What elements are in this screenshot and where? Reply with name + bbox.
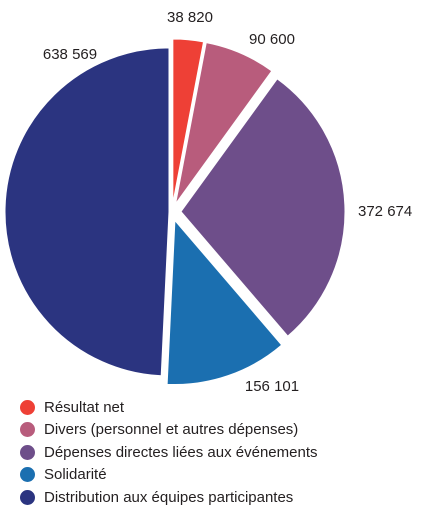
legend-label: Solidarité bbox=[44, 466, 107, 484]
pie-data-labels: 38 820 90 600 372 674 156 101 638 569 bbox=[43, 9, 412, 395]
data-label-3: 372 674 bbox=[358, 203, 412, 220]
legend-item-resultat-net: Résultat net bbox=[20, 396, 318, 419]
legend-item-distribution: Distribution aux équipes participantes bbox=[20, 486, 318, 509]
pie-slice-2 bbox=[175, 42, 273, 205]
legend-swatch bbox=[20, 422, 35, 438]
pie-slices bbox=[4, 38, 346, 385]
legend-swatch bbox=[20, 467, 35, 483]
data-label-1: 38 820 bbox=[167, 9, 213, 26]
legend-swatch bbox=[20, 399, 35, 415]
data-label-2: 90 600 bbox=[249, 31, 295, 48]
legend-item-divers: Divers (personnel et autres dépenses) bbox=[20, 419, 318, 442]
legend-label: Dépenses directes liées aux événements bbox=[44, 443, 318, 461]
pie-slice-1 bbox=[172, 38, 205, 204]
legend-label: Divers (personnel et autres dépenses) bbox=[44, 421, 299, 439]
legend-swatch bbox=[20, 444, 35, 460]
data-label-4: 156 101 bbox=[245, 378, 299, 395]
pie-slice-3 bbox=[180, 78, 346, 337]
pie-slice-5 bbox=[4, 47, 170, 377]
legend-item-solidarite: Solidarité bbox=[20, 464, 318, 487]
legend-item-depenses-directes: Dépenses directes liées aux événements bbox=[20, 441, 318, 464]
legend-swatch bbox=[20, 489, 35, 505]
chart-legend: Résultat net Divers (personnel et autres… bbox=[20, 396, 318, 509]
data-label-5: 638 569 bbox=[43, 46, 97, 63]
legend-label: Résultat net bbox=[44, 398, 125, 416]
legend-label: Distribution aux équipes participantes bbox=[44, 488, 294, 506]
pie-slice-4 bbox=[166, 219, 283, 385]
